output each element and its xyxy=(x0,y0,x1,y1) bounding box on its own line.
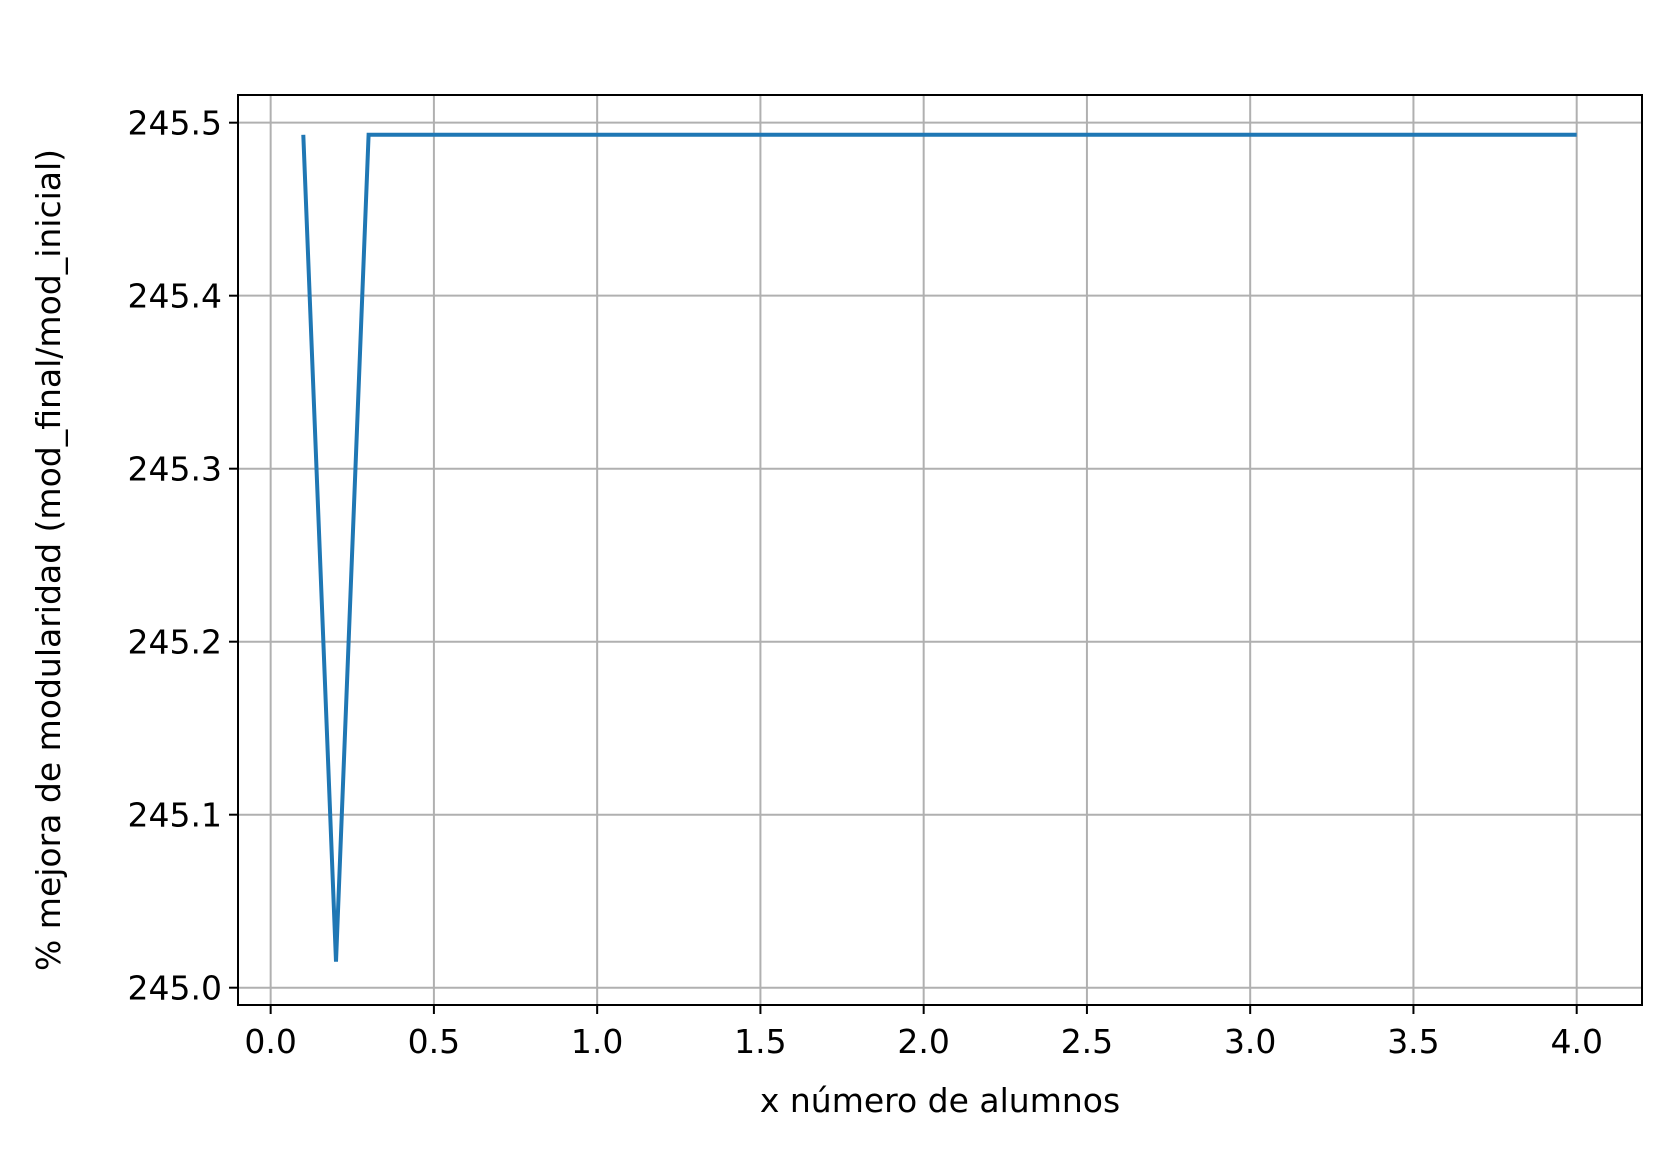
x-tick-label: 3.0 xyxy=(1224,1022,1276,1061)
y-tick-label: 245.2 xyxy=(128,623,222,662)
y-axis-label: % mejora de modularidad (mod_final/mod_i… xyxy=(29,149,68,971)
plot-frame xyxy=(237,94,1643,1006)
series-layer xyxy=(301,132,1577,962)
y-tick-label: 245.3 xyxy=(128,450,222,489)
x-tick-label: 2.5 xyxy=(1061,1022,1113,1061)
x-tick-label: 0.0 xyxy=(244,1022,296,1061)
y-tick-label: 245.4 xyxy=(128,277,222,316)
x-tick-label: 3.5 xyxy=(1387,1022,1439,1061)
x-axis-label: x número de alumnos xyxy=(760,1081,1120,1120)
x-tick-label: 1.5 xyxy=(734,1022,786,1061)
y-tick-label: 245.5 xyxy=(128,104,222,143)
x-tick-label: 0.5 xyxy=(408,1022,460,1061)
grid xyxy=(238,95,1642,1005)
ticks: 0.0 0.5 1.0 1.5 2.0 2.5 3.0 3.5 4.0 245.0 245.1 245… xyxy=(128,104,1603,1061)
x-tick-label: 1.0 xyxy=(571,1022,623,1061)
y-tick-label: 245.1 xyxy=(128,796,222,835)
series-line xyxy=(301,132,1577,962)
x-tick-label: 2.0 xyxy=(897,1022,949,1061)
x-tick-label: 4.0 xyxy=(1550,1022,1602,1061)
y-tick-label: 245.0 xyxy=(128,969,222,1008)
